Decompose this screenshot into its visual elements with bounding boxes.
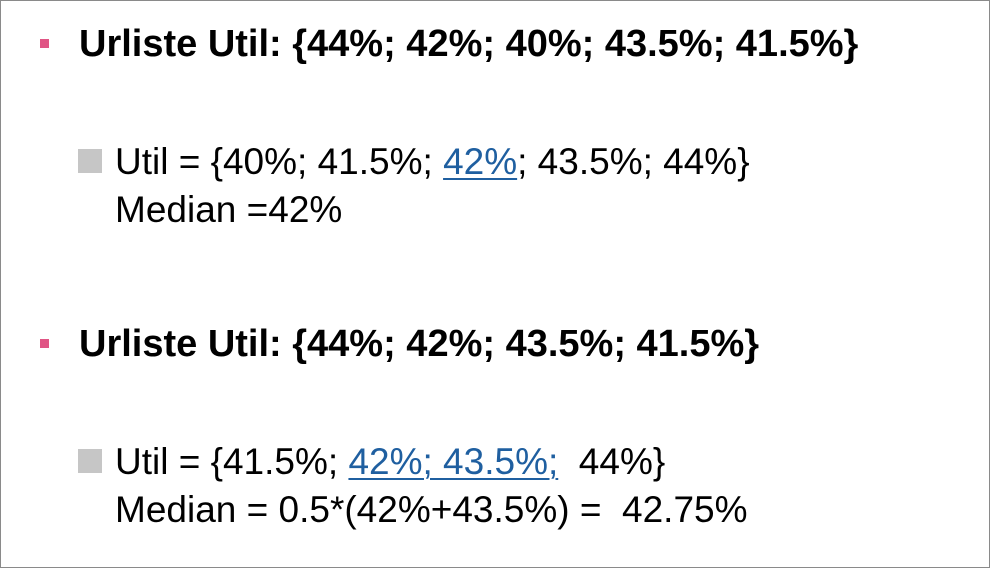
bullet-marker-1	[40, 39, 49, 48]
median-result-1: Median =42%	[115, 189, 343, 230]
util-sorted-prefix-1: Util = {40%; 41.5%;	[115, 141, 444, 182]
sub-bullet-1-line-1: Util = {40%; 41.5%; 42%; 43.5%; 44%}	[115, 138, 750, 186]
util-sorted-suffix-1: ; 43.5%; 44%}	[517, 141, 750, 182]
sub-bullet-1: Util = {40%; 41.5%; 42%; 43.5%; 44%} Med…	[115, 138, 750, 234]
bullet-heading-2: Urliste Util: {44%; 42%; 43.5%; 41.5%}	[79, 323, 760, 365]
util-sorted-suffix-2: 44%}	[558, 441, 666, 482]
median-highlight-2: 42%; 43.5%;	[348, 441, 559, 482]
sub-bullet-marker-2	[78, 449, 102, 473]
median-result-2: Median = 0.5*(42%+43.5%) = 42.75%	[115, 489, 748, 530]
sub-bullet-2: Util = {41.5%; 42%; 43.5%; 44%} Median =…	[115, 438, 748, 534]
sub-bullet-marker-1	[78, 149, 102, 173]
sub-bullet-2-line-1: Util = {41.5%; 42%; 43.5%; 44%}	[115, 438, 748, 486]
bullet-heading-1: Urliste Util: {44%; 42%; 40%; 43.5%; 41.…	[79, 23, 859, 65]
util-sorted-prefix-2: Util = {41.5%;	[115, 441, 349, 482]
median-highlight-1: 42%	[443, 141, 518, 182]
bullet-marker-2	[40, 339, 49, 348]
